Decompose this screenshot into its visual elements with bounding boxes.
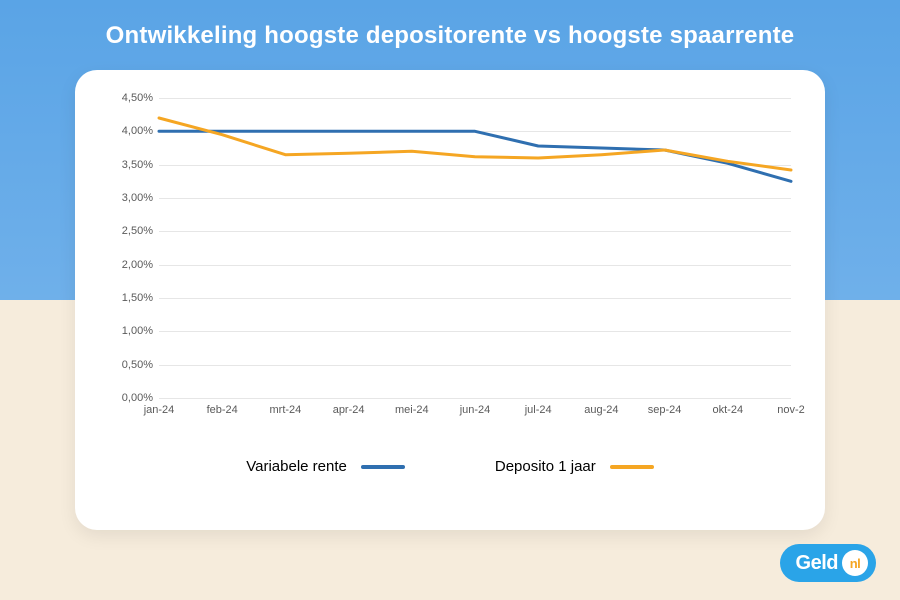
legend-label: Variabele rente: [246, 458, 347, 475]
legend-item-deposito: Deposito 1 jaar: [495, 458, 654, 475]
x-tick-label: mrt-24: [270, 404, 302, 416]
legend-swatch: [361, 465, 405, 469]
x-tick-label: nov-2: [777, 404, 805, 416]
x-tick-label: jan-24: [144, 404, 175, 416]
brand-logo: Geld nl: [780, 544, 876, 582]
x-tick-label: mei-24: [395, 404, 429, 416]
x-axis: jan-24feb-24mrt-24apr-24mei-24jun-24jul-…: [159, 398, 791, 428]
brand-badge: nl: [842, 550, 868, 576]
plot-area: 0,00% 0,50% 1,00% 1,50% 2,00% 2,50% 3,00% 3,50%…: [109, 98, 791, 428]
y-tick-label: 1,50%: [122, 292, 153, 304]
legend-label: Deposito 1 jaar: [495, 458, 596, 475]
page: Ontwikkeling hoogste depositorente vs ho…: [0, 0, 900, 600]
brand-pill: Geld nl: [780, 544, 876, 582]
x-tick-label: feb-24: [207, 404, 238, 416]
y-tick-label: 1,00%: [122, 325, 153, 337]
chart-card: 0,00% 0,50% 1,00% 1,50% 2,00% 2,50% 3,00% 3,50%…: [75, 70, 825, 530]
y-tick-label: 2,50%: [122, 225, 153, 237]
y-tick-label: 3,50%: [122, 159, 153, 171]
x-tick-label: jun-24: [460, 404, 491, 416]
series-line: [159, 118, 791, 170]
y-tick-label: 4,00%: [122, 125, 153, 137]
x-tick-label: okt-24: [713, 404, 744, 416]
x-tick-label: apr-24: [333, 404, 365, 416]
y-tick-label: 0,50%: [122, 359, 153, 371]
brand-text: Geld: [796, 552, 838, 575]
legend: Variabele rente Deposito 1 jaar: [109, 458, 791, 475]
y-axis: 0,00%0,50%1,00%1,50%2,00%2,50%3,00%3,50%…: [109, 98, 159, 398]
x-tick-label: sep-24: [648, 404, 682, 416]
y-tick-label: 0,00%: [122, 392, 153, 404]
x-tick-label: aug-24: [584, 404, 618, 416]
legend-item-variabele: Variabele rente: [246, 458, 405, 475]
legend-swatch: [610, 465, 654, 469]
chart-lines: [159, 98, 791, 398]
y-tick-label: 2,00%: [122, 259, 153, 271]
page-title: Ontwikkeling hoogste depositorente vs ho…: [0, 22, 900, 50]
y-tick-label: 4,50%: [122, 92, 153, 104]
y-tick-label: 3,00%: [122, 192, 153, 204]
x-tick-label: jul-24: [525, 404, 552, 416]
